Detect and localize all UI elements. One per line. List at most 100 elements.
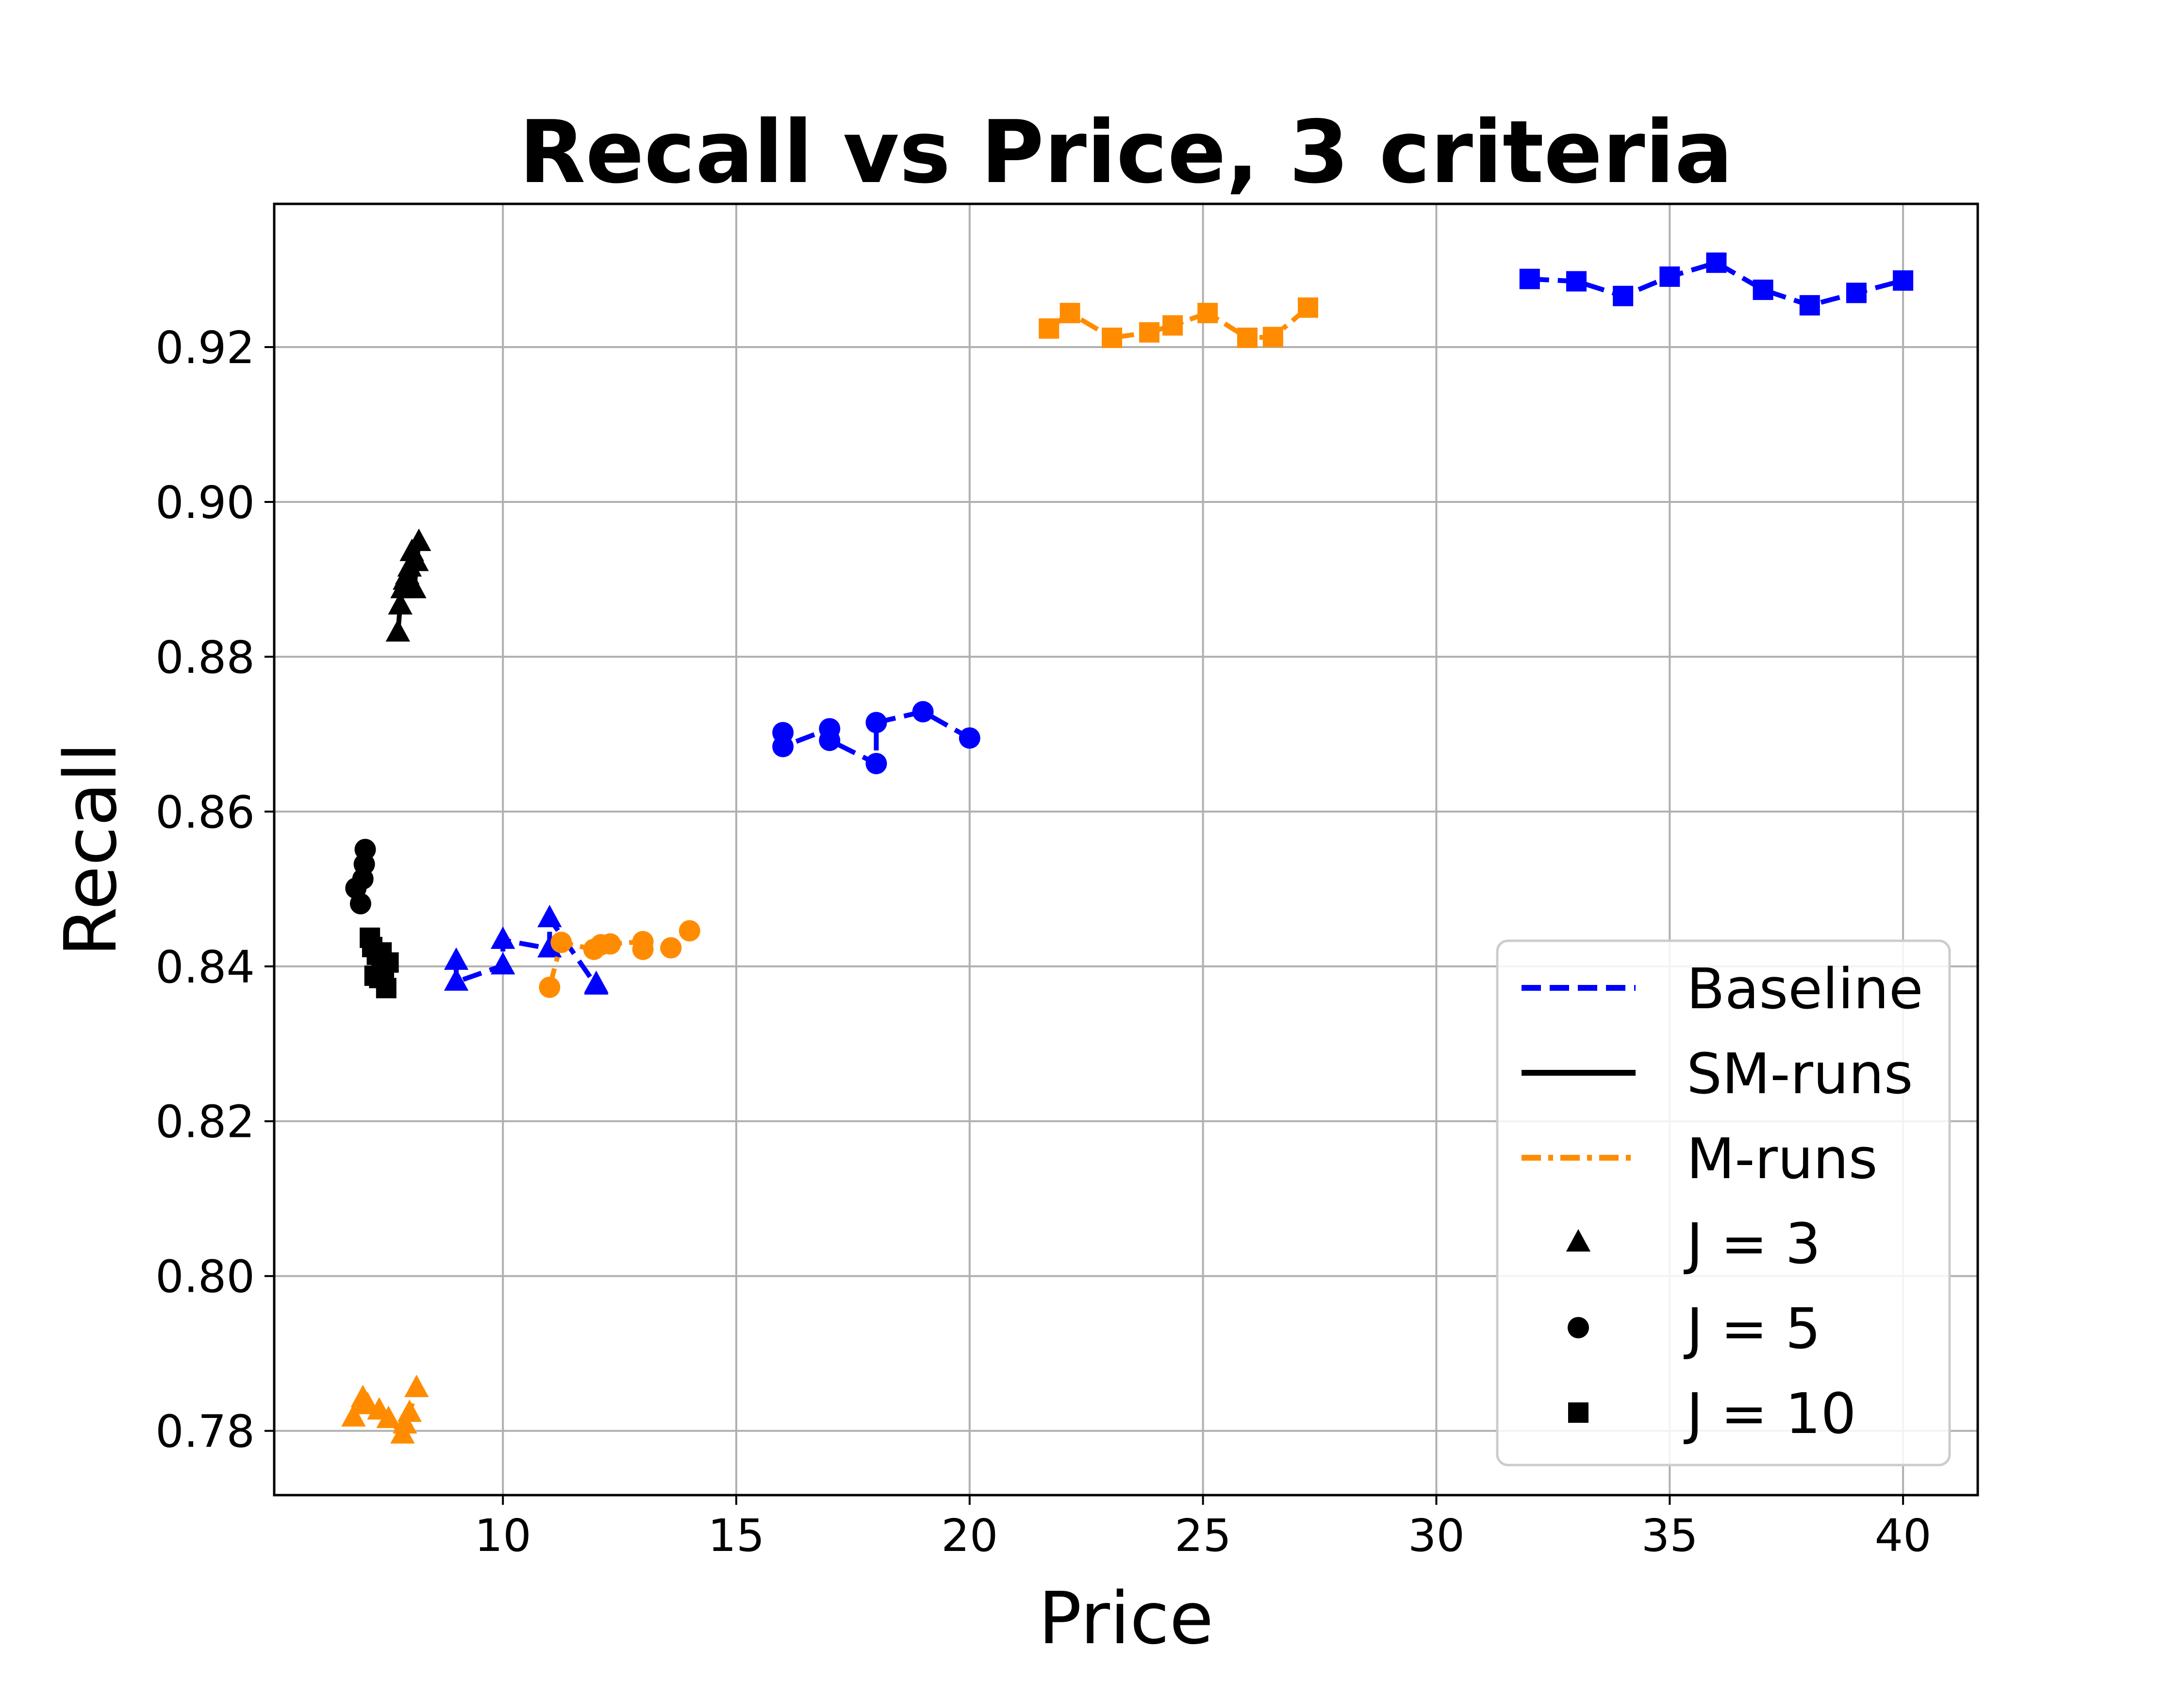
data-point-triangle — [402, 576, 427, 599]
legend-label: M-runs — [1687, 1127, 1878, 1192]
legend-marker-circle — [1568, 1317, 1589, 1338]
chart-title: Recall vs Price, 3 criteria — [519, 102, 1733, 202]
data-point-square — [1753, 280, 1773, 300]
data-point-square — [1262, 327, 1283, 348]
data-point-triangle — [491, 952, 515, 975]
series-sm-runs-j5 — [345, 839, 376, 915]
legend-label: J = 10 — [1684, 1382, 1856, 1447]
data-point-triangle — [444, 947, 469, 970]
legend-item: SM-runs — [1522, 1042, 1913, 1107]
series-sm-runs-j10 — [360, 927, 399, 999]
data-point-circle — [772, 735, 794, 757]
data-point-circle — [550, 932, 572, 953]
data-point-circle — [865, 752, 887, 774]
data-point-triangle — [406, 528, 431, 551]
legend-item: Baseline — [1522, 957, 1923, 1022]
data-point-triangle — [491, 926, 515, 949]
y-axis-label: Recall — [49, 742, 132, 957]
data-point-triangle — [385, 619, 411, 642]
data-point-square — [376, 978, 397, 999]
data-point-square — [1613, 285, 1634, 306]
data-point-square — [1799, 295, 1820, 316]
series-line — [1529, 260, 1904, 308]
x-tick-label: 30 — [1408, 1510, 1465, 1562]
plot-series — [341, 252, 1914, 1444]
x-tick-label: 35 — [1641, 1510, 1698, 1562]
legend-item: J = 10 — [1568, 1382, 1856, 1447]
series-m-runs-j5 — [539, 920, 700, 998]
data-point-square — [1039, 318, 1059, 339]
data-point-square — [1162, 315, 1183, 336]
y-tick-label: 0.80 — [155, 1251, 255, 1303]
y-tick-label: 0.92 — [155, 322, 255, 374]
y-tick-label: 0.88 — [155, 632, 255, 683]
data-point-triangle — [388, 592, 413, 615]
x-tick-label: 25 — [1175, 1510, 1231, 1562]
x-tick-label: 20 — [941, 1510, 998, 1562]
legend-label: Baseline — [1687, 957, 1923, 1022]
data-point-triangle — [444, 968, 469, 991]
data-point-triangle — [584, 970, 609, 993]
data-point-square — [1298, 297, 1319, 318]
series-baseline-j5 — [772, 701, 980, 774]
data-point-circle — [865, 712, 887, 733]
data-point-circle — [632, 938, 654, 960]
data-point-circle — [912, 701, 934, 723]
y-tick-label: 0.84 — [155, 941, 255, 993]
legend-marker-triangle — [1566, 1229, 1591, 1252]
y-tick-label: 0.78 — [155, 1406, 255, 1458]
series-baseline-j10 — [1519, 252, 1914, 316]
series-line — [454, 916, 599, 988]
data-point-triangle — [537, 904, 562, 928]
data-point-circle — [959, 727, 980, 749]
x-tick-label: 15 — [708, 1510, 764, 1562]
data-point-triangle — [341, 1404, 366, 1427]
x-tick-label: 10 — [475, 1510, 531, 1562]
axis-ticks: 10 15 20 25 30 35 40 0.78 0.80 0.82 0.84 0.86 0.88 0.… — [155, 322, 1932, 1562]
data-point-square — [1893, 270, 1914, 291]
data-point-circle — [660, 937, 682, 959]
data-point-square — [1059, 302, 1080, 323]
legend-label: J = 5 — [1684, 1297, 1821, 1362]
data-point-circle — [539, 976, 561, 998]
data-point-square — [1102, 327, 1123, 348]
data-point-circle — [599, 933, 621, 955]
legend-item: J = 3 — [1566, 1212, 1821, 1277]
series-sm-runs-j3 — [385, 528, 431, 642]
data-point-triangle — [397, 1399, 422, 1422]
series-baseline-j3 — [444, 904, 609, 995]
data-point-square — [1139, 322, 1160, 343]
data-point-triangle — [404, 1374, 429, 1398]
legend-label: J = 3 — [1684, 1212, 1821, 1277]
y-tick-label: 0.82 — [155, 1096, 255, 1148]
grid — [274, 204, 1978, 1495]
y-tick-label: 0.86 — [155, 786, 255, 838]
data-point-square — [378, 952, 399, 973]
data-point-square — [1659, 266, 1680, 287]
legend: Baseline SM-runs M-runs J = 3 J = 5 J = 10 — [1496, 939, 1951, 1466]
data-point-square — [1519, 268, 1540, 289]
data-point-square — [1706, 252, 1727, 273]
data-point-triangle — [393, 1411, 417, 1434]
data-point-triangle — [404, 549, 429, 571]
series-m-runs-j10 — [1039, 297, 1319, 348]
x-tick-label: 40 — [1875, 1510, 1932, 1562]
data-point-triangle — [537, 935, 562, 958]
plot-area-frame — [273, 202, 1979, 1497]
data-point-circle — [678, 920, 700, 942]
data-point-square — [1237, 327, 1258, 348]
series-m-runs-j3 — [341, 1374, 429, 1444]
data-point-triangle — [376, 1405, 401, 1428]
data-point-square — [1197, 302, 1218, 323]
data-point-circle — [354, 839, 376, 860]
data-point-circle — [349, 893, 371, 915]
y-tick-label: 0.90 — [155, 477, 255, 529]
data-point-square — [1846, 283, 1867, 303]
legend-label: SM-runs — [1687, 1042, 1913, 1107]
legend-item: J = 5 — [1568, 1297, 1821, 1362]
x-axis-label: Price — [1038, 1577, 1213, 1660]
legend-item: M-runs — [1522, 1127, 1878, 1192]
data-point-square — [1566, 271, 1587, 292]
data-point-circle — [819, 730, 841, 751]
